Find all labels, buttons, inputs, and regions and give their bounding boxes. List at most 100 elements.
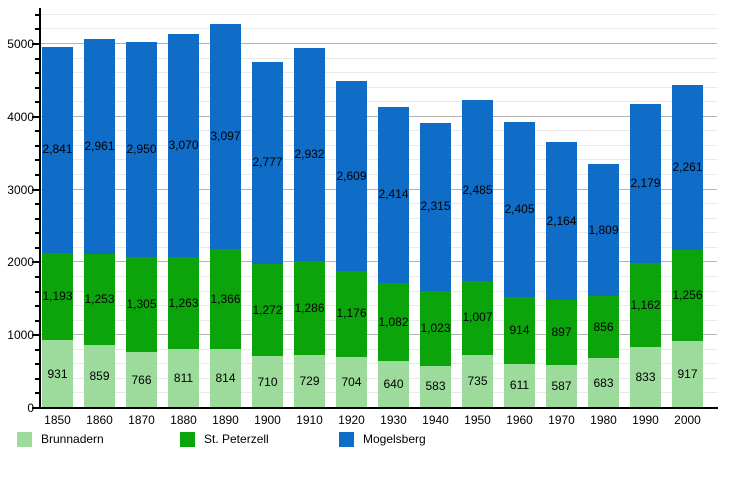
- segment-brunnadern-1880: 811: [168, 348, 199, 408]
- x-tick-label-1950: 1950: [464, 413, 491, 427]
- y-minor-tick: [35, 28, 40, 31]
- value-label-mogelsberg-2000: 2,261: [672, 160, 703, 175]
- x-tick-label-1940: 1940: [422, 413, 449, 427]
- legend-swatch-st-peterzell: [180, 431, 195, 447]
- segment-mogelsberg-1930: 2,414: [378, 106, 409, 283]
- x-tick-label-1890: 1890: [212, 413, 239, 427]
- segment-mogelsberg-1880: 3,070: [168, 33, 199, 258]
- value-label-mogelsberg-1990: 2,179: [630, 175, 661, 190]
- y-minor-tick: [35, 72, 40, 75]
- segment-mogelsberg-1860: 2,961: [84, 38, 115, 255]
- value-label-brunnadern-1910: 729: [299, 373, 320, 388]
- x-axis-line: [39, 407, 718, 409]
- x-tick-label-1930: 1930: [380, 413, 407, 427]
- y-minor-tick: [35, 377, 40, 380]
- segment-st-peterzell-1970: 897: [546, 299, 577, 366]
- segment-brunnadern-1920: 704: [336, 356, 367, 408]
- segment-brunnadern-1860: 859: [84, 345, 115, 408]
- y-minor-tick: [35, 13, 40, 16]
- bar-1850: 931 1,193 2,841: [42, 8, 73, 408]
- value-label-mogelsberg-1950: 2,485: [462, 183, 493, 198]
- minor-gridline: [40, 86, 717, 88]
- segment-brunnadern-2000: 917: [672, 341, 703, 408]
- segment-mogelsberg-1920: 2,609: [336, 81, 367, 272]
- value-label-st-peterzell-1850: 1,193: [42, 289, 73, 304]
- x-tick-label-1920: 1920: [338, 413, 365, 427]
- value-label-st-peterzell-1960: 914: [509, 322, 530, 337]
- segment-brunnadern-1970: 587: [546, 365, 577, 408]
- value-label-st-peterzell-1860: 1,253: [84, 292, 115, 307]
- y-axis-line: [39, 8, 41, 409]
- y-major-tick: [32, 188, 40, 191]
- value-label-mogelsberg-1890: 3,097: [210, 129, 241, 144]
- value-label-mogelsberg-1880: 3,070: [168, 137, 199, 152]
- value-label-st-peterzell-1970: 897: [551, 325, 572, 340]
- segment-brunnadern-1850: 931: [42, 340, 73, 408]
- value-label-brunnadern-1980: 683: [593, 375, 614, 390]
- segment-st-peterzell-1940: 1,023: [420, 291, 451, 366]
- value-label-mogelsberg-1970: 2,164: [546, 213, 577, 228]
- value-label-mogelsberg-1980: 1,809: [588, 222, 619, 237]
- y-tick-label-1000: 1000: [7, 328, 34, 343]
- segment-mogelsberg-1950: 2,485: [462, 100, 493, 282]
- value-label-mogelsberg-1960: 2,405: [504, 201, 535, 216]
- segment-st-peterzell-1870: 1,305: [126, 257, 157, 353]
- segment-brunnadern-1910: 729: [294, 354, 325, 408]
- bar-1940: 583 1,023 2,315: [420, 8, 451, 408]
- value-label-brunnadern-1870: 766: [131, 372, 152, 387]
- y-tick-label-2000: 2000: [7, 255, 34, 270]
- value-label-st-peterzell-1990: 1,162: [630, 297, 661, 312]
- segment-mogelsberg-1970: 2,164: [546, 142, 577, 300]
- segment-brunnadern-1980: 683: [588, 358, 619, 408]
- bar-1990: 833 1,162 2,179: [630, 8, 661, 408]
- bar-2000: 917 1,256 2,261: [672, 8, 703, 408]
- x-tick-label-1850: 1850: [44, 413, 71, 427]
- value-label-st-peterzell-1940: 1,023: [420, 320, 451, 335]
- segment-st-peterzell-1900: 1,272: [252, 263, 283, 357]
- value-label-mogelsberg-1940: 2,315: [420, 199, 451, 214]
- segment-st-peterzell-1850: 1,193: [42, 253, 73, 341]
- segment-st-peterzell-1990: 1,162: [630, 262, 661, 348]
- value-label-brunnadern-1890: 814: [215, 370, 236, 385]
- minor-gridline: [40, 57, 717, 59]
- legend-label-st-peterzell: St. Peterzell: [204, 432, 269, 446]
- y-major-tick: [32, 115, 40, 118]
- segment-mogelsberg-1850: 2,841: [42, 46, 73, 254]
- value-label-st-peterzell-1950: 1,007: [462, 310, 493, 325]
- minor-gridline: [40, 72, 717, 74]
- bar-1930: 640 1,082 2,414: [378, 8, 409, 408]
- segment-st-peterzell-1980: 856: [588, 295, 619, 359]
- bar-1910: 729 1,286 2,932: [294, 8, 325, 408]
- y-minor-tick: [35, 203, 40, 206]
- segment-brunnadern-1940: 583: [420, 365, 451, 408]
- y-minor-tick: [35, 144, 40, 147]
- y-minor-tick: [35, 275, 40, 278]
- y-minor-tick: [35, 363, 40, 366]
- segment-st-peterzell-1930: 1,082: [378, 282, 409, 362]
- value-label-brunnadern-1900: 710: [257, 374, 278, 389]
- segment-mogelsberg-1900: 2,777: [252, 61, 283, 264]
- value-label-brunnadern-1880: 811: [173, 370, 194, 385]
- value-label-brunnadern-1950: 735: [467, 373, 488, 388]
- value-label-brunnadern-1970: 587: [551, 379, 572, 394]
- minor-gridline: [40, 13, 717, 15]
- value-label-st-peterzell-1920: 1,176: [336, 306, 367, 321]
- value-label-mogelsberg-1930: 2,414: [378, 187, 409, 202]
- x-tick-label-1910: 1910: [296, 413, 323, 427]
- x-tick-label-1870: 1870: [128, 413, 155, 427]
- value-label-st-peterzell-2000: 1,256: [672, 288, 703, 303]
- value-label-brunnadern-1960: 611: [509, 378, 530, 393]
- segment-mogelsberg-1940: 2,315: [420, 122, 451, 292]
- y-minor-tick: [35, 392, 40, 395]
- y-major-tick: [32, 261, 40, 264]
- bar-1890: 814 1,366 3,097: [210, 8, 241, 408]
- y-minor-tick: [35, 305, 40, 308]
- value-label-st-peterzell-1870: 1,305: [126, 297, 157, 312]
- y-major-tick: [32, 407, 40, 409]
- y-minor-tick: [35, 217, 40, 220]
- value-label-st-peterzell-1900: 1,272: [252, 302, 283, 317]
- x-tick-label-1860: 1860: [86, 413, 113, 427]
- minor-gridline: [40, 28, 717, 30]
- y-minor-tick: [35, 101, 40, 104]
- value-label-mogelsberg-1860: 2,961: [84, 138, 115, 153]
